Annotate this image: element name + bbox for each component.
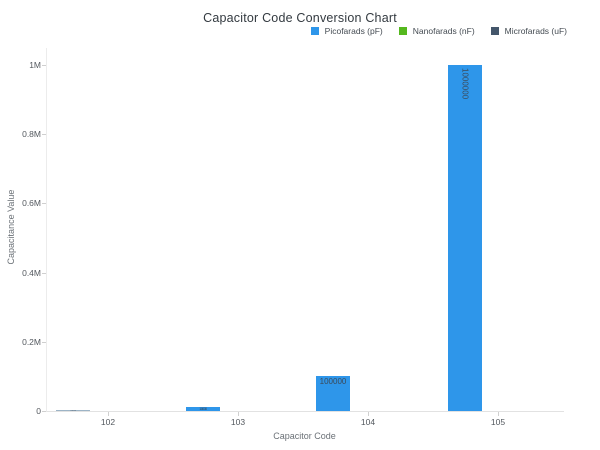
legend: Picofarads (pF) Nanofarads (nF) Microfar…: [310, 26, 567, 36]
y-tick-mark: [42, 273, 46, 274]
y-tick-label-02m: 0.2M: [22, 337, 41, 347]
y-tick-label-1m: 1M: [29, 60, 41, 70]
legend-item-nanofarads[interactable]: Nanofarads (nF): [398, 26, 475, 36]
y-tick-label-04m: 0.4M: [22, 268, 41, 278]
bar-picofarads-104[interactable]: 100000: [316, 376, 350, 411]
y-axis-title: Capacitance Value: [6, 189, 16, 265]
x-tick-label-104: 104: [360, 417, 376, 427]
y-tick-mark: [42, 203, 46, 204]
x-tick-label-103: 103: [230, 417, 246, 427]
bar-picofarads-102[interactable]: 1000: [56, 410, 90, 411]
y-tick-mark: [42, 342, 46, 343]
legend-swatch-picofarads-icon: [310, 27, 319, 35]
x-tick-label-102: 102: [100, 417, 116, 427]
legend-item-label: Picofarads (pF): [324, 26, 383, 36]
legend-item-microfarads[interactable]: Microfarads (uF): [490, 26, 567, 36]
x-tick-mark: [238, 412, 239, 416]
legend-swatch-nanofarads-icon: [398, 27, 407, 35]
y-tick-mark: [42, 411, 46, 412]
legend-item-picofarads[interactable]: Picofarads (pF): [310, 26, 383, 36]
legend-item-label: Microfarads (uF): [504, 26, 567, 36]
x-tick-label-105: 105: [490, 417, 506, 427]
bar-picofarads-105[interactable]: 1000000: [448, 65, 482, 411]
bar-value-label: 100000: [319, 377, 347, 386]
chart-title: Capacitor Code Conversion Chart: [203, 11, 397, 25]
x-axis-title: Capacitor Code: [273, 431, 336, 441]
y-tick-mark: [42, 134, 46, 135]
x-tick-mark: [498, 412, 499, 416]
y-tick-mark: [42, 65, 46, 66]
bar-value-label: 1000: [56, 410, 90, 411]
y-tick-label-08m: 0.8M: [22, 129, 41, 139]
y-tick-label-0: 0: [36, 406, 41, 416]
bar-value-label: 1000000: [460, 68, 470, 100]
legend-swatch-microfarads-icon: [490, 27, 499, 35]
x-tick-mark: [368, 412, 369, 416]
y-tick-label-06m: 0.6M: [22, 198, 41, 208]
legend-item-label: Nanofarads (nF): [412, 26, 475, 36]
plot-area: 1000 10000 100000 1000000: [46, 48, 564, 412]
bar-picofarads-103[interactable]: 10000: [186, 407, 220, 411]
x-tick-mark: [108, 412, 109, 416]
bar-value-label: 10000: [199, 407, 207, 411]
